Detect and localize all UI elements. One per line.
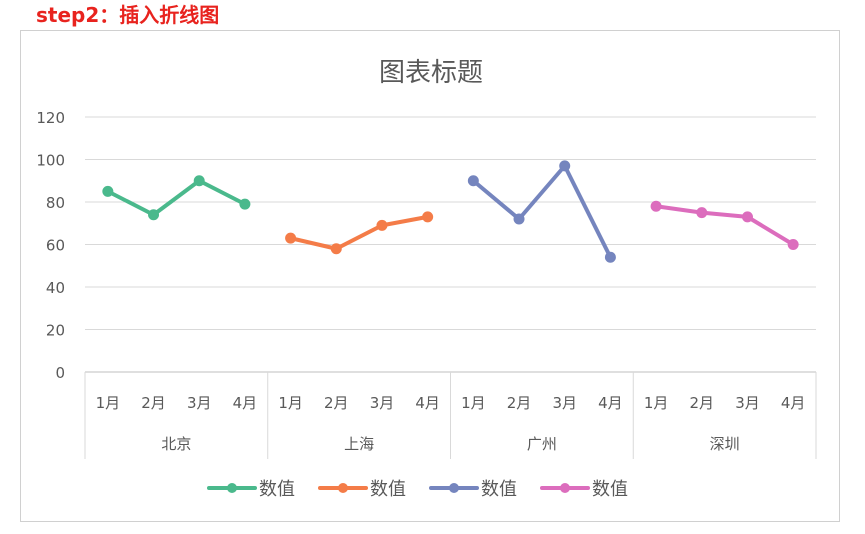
series-line-深圳 <box>654 204 796 247</box>
legend-marker <box>227 483 237 493</box>
step-title: step2：插入折线图 <box>36 3 220 27</box>
legend-label: 数值 <box>370 479 406 500</box>
data-point-北京-1月 <box>102 185 114 197</box>
data-point-深圳-3月 <box>741 211 753 223</box>
y-tick-label: 20 <box>46 322 65 340</box>
data-point-深圳-2月 <box>696 207 708 219</box>
x-tick-label: 3月 <box>370 394 395 412</box>
x-tick-label: 1月 <box>644 394 669 412</box>
x-tick-label: 2月 <box>141 394 166 412</box>
x-tick-label: 2月 <box>507 394 532 412</box>
x-tick-label: 3月 <box>187 394 212 412</box>
x-tick-label: 1月 <box>278 394 303 412</box>
data-point-深圳-1月 <box>650 200 662 212</box>
data-point-广州-1月 <box>467 175 479 187</box>
x-tick-label: 3月 <box>552 394 577 412</box>
legend: 数值 数值 数值 数值 <box>207 479 628 500</box>
legend-label: 数值 <box>259 479 295 500</box>
x-tick-label: 1月 <box>461 394 486 412</box>
y-tick-label: 120 <box>36 109 65 127</box>
series-line-广州 <box>471 163 613 260</box>
y-axis: 0 20 40 60 80 100 120 <box>36 109 65 382</box>
y-tick-label: 0 <box>55 364 65 382</box>
x-group-label: 深圳 <box>710 435 740 453</box>
data-point-广州-3月 <box>559 160 571 172</box>
x-group-label: 广州 <box>527 435 557 453</box>
legend-marker <box>449 483 459 493</box>
legend-label: 数值 <box>481 479 517 500</box>
data-point-北京-2月 <box>148 209 160 221</box>
legend-marker <box>560 483 570 493</box>
data-point-上海-1月 <box>285 232 297 244</box>
data-point-广州-2月 <box>513 213 525 225</box>
legend-label: 数值 <box>592 479 628 500</box>
x-tick-label: 2月 <box>690 394 715 412</box>
x-tick-label: 2月 <box>324 394 349 412</box>
y-tick-label: 60 <box>46 237 65 255</box>
x-group-label: 北京 <box>161 435 191 453</box>
y-tick-label: 40 <box>46 279 65 297</box>
data-point-北京-4月 <box>239 198 251 210</box>
x-tick-label: 4月 <box>233 394 258 412</box>
x-tick-label: 3月 <box>735 394 760 412</box>
y-tick-label: 100 <box>36 152 65 170</box>
data-point-深圳-4月 <box>787 239 799 250</box>
x-tick-label: 4月 <box>781 394 806 412</box>
data-point-上海-2月 <box>330 243 342 255</box>
x-tick-label: 4月 <box>415 394 440 412</box>
x-group-label: 上海 <box>344 435 374 453</box>
plot-area <box>102 160 799 263</box>
chart-area[interactable]: 图表标题 0 20 40 60 80 100 120 1月 2月 3月 4月北京 1月 2月 3月 4月上… <box>20 30 840 522</box>
data-point-北京-3月 <box>193 175 205 187</box>
x-tick-label: 4月 <box>598 394 623 412</box>
x-tick-label: 1月 <box>96 394 121 412</box>
legend-marker <box>338 483 348 493</box>
chart-title: 图表标题 <box>379 58 483 88</box>
gridlines <box>85 116 816 373</box>
data-point-广州-4月 <box>604 251 616 263</box>
data-point-上海-3月 <box>376 219 388 231</box>
y-tick-label: 80 <box>46 194 65 212</box>
series-line-上海 <box>288 214 430 251</box>
series-line-北京 <box>105 178 247 217</box>
data-point-上海-4月 <box>422 211 434 223</box>
